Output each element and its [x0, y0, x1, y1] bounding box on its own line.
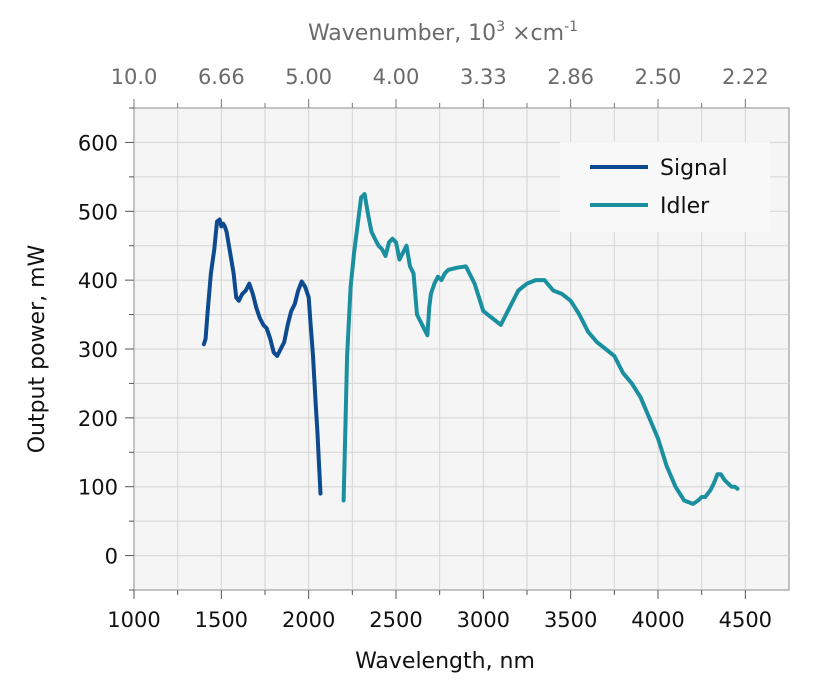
top-tick-label: 6.66 [198, 65, 245, 89]
series [201, 192, 740, 506]
top-axis-title-main: Wavenumber, 10 [308, 21, 496, 46]
x-tick-label: 3000 [457, 608, 510, 632]
x-tick-label: 1000 [107, 608, 160, 632]
y-tick-label: 400 [78, 269, 118, 293]
series-line-signal [201, 217, 323, 496]
legend-box [560, 142, 770, 232]
top-tick-label: 4.00 [373, 65, 420, 89]
y-axis-title: Output power, mW [25, 244, 50, 453]
top-axis-title-mid: ×cm [505, 21, 564, 46]
top-tick-label: 2.22 [722, 65, 769, 89]
legend: Signal Idler [560, 142, 770, 232]
x-tick-label: 3500 [544, 608, 597, 632]
top-axis-title-sup1: 3 [496, 19, 505, 35]
y-tick-label: 600 [78, 131, 118, 155]
x-tick-label: 1500 [195, 608, 248, 632]
y-tick-label: 200 [78, 407, 118, 431]
top-tick-label: 2.50 [635, 65, 682, 89]
x-tick-label: 2500 [369, 608, 422, 632]
legend-label-signal: Signal [660, 156, 728, 181]
top-tick-label: 10.0 [111, 65, 158, 89]
series-line-idler [341, 192, 740, 506]
top-tick-label: 5.00 [285, 65, 332, 89]
x-tick-label: 2000 [282, 608, 335, 632]
top-tick-label: 3.33 [460, 65, 507, 89]
y-tick-label: 100 [78, 476, 118, 500]
x-tick-label: 4500 [719, 608, 772, 632]
y-tick-label: 0 [105, 545, 118, 569]
x-tick-label: 4000 [631, 608, 684, 632]
top-tick-label: 2.86 [547, 65, 594, 89]
top-axis-title: Wavenumber, 103 ×cm-1 [308, 19, 578, 46]
x-axis-title: Wavelength, nm [355, 649, 535, 674]
top-axis-title-sup2: -1 [564, 19, 578, 35]
y-tick-label: 300 [78, 338, 118, 362]
legend-label-idler: Idler [660, 194, 710, 219]
y-tick-label: 500 [78, 200, 118, 224]
